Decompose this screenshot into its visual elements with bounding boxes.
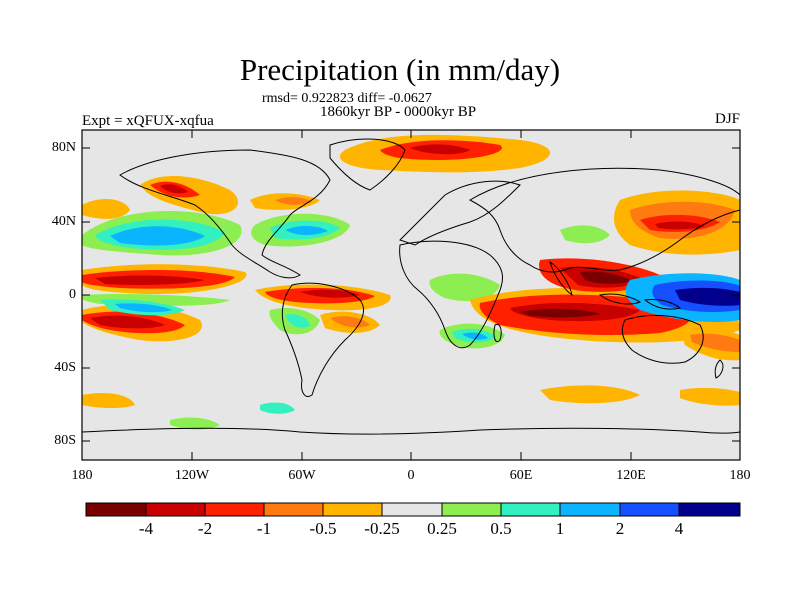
colorbar-swatch-1	[86, 503, 146, 516]
lat-label-40n: 40N	[51, 214, 76, 229]
colorbar-swatch-4	[264, 503, 323, 516]
lon-label-120e: 120E	[616, 468, 646, 483]
lon-label-180w: 180	[71, 468, 93, 483]
plot-title: Precipitation (in mm/day)	[239, 52, 561, 87]
colorbar-swatch-7	[442, 503, 501, 516]
colorbar-label: -0.5	[309, 519, 337, 538]
axis-ticks	[81, 130, 741, 460]
lat-label-eq: 0	[69, 287, 76, 302]
lon-label-60e: 60E	[509, 468, 533, 483]
lon-label-120w: 120W	[174, 468, 210, 483]
season-label: DJF	[714, 111, 740, 127]
experiment-label: Expt = xQFUX-xqfua	[82, 113, 214, 129]
lat-label-80s: 80S	[54, 433, 76, 448]
colorbar-swatch-5	[323, 503, 382, 516]
lon-label-60w: 60W	[288, 468, 316, 483]
colorbar-label: 2	[615, 519, 625, 538]
colorbar-label: -2	[197, 519, 213, 538]
colorbar-label: -4	[138, 519, 154, 538]
coastlines	[82, 138, 740, 460]
colorbar-swatch-3	[205, 503, 264, 516]
lon-label-180e: 180	[729, 468, 751, 483]
lat-label-40s: 40S	[54, 360, 76, 375]
period-text: 1860kyr BP - 0000kyr BP	[320, 104, 477, 120]
lon-label-0: 0	[407, 468, 415, 483]
lat-label-80n: 80N	[51, 140, 76, 155]
colorbar-label: 4	[674, 519, 684, 538]
colorbar-label: -0.25	[364, 519, 400, 538]
rmsd-diff-text: rmsd= 0.922823 diff= -0.0627	[262, 91, 432, 106]
colorbar-label: -1	[256, 519, 272, 538]
colorbar-label: 0.5	[490, 519, 512, 538]
colorbar-label: 0.25	[427, 519, 457, 538]
colorbar-swatch-2	[146, 503, 205, 516]
colorbar-swatch-9	[560, 503, 620, 516]
colorbar-swatch-8	[501, 503, 560, 516]
colorbar-swatch-11	[679, 503, 740, 516]
colorbar-swatch-6	[382, 503, 442, 516]
colorbar-label: 1	[555, 519, 565, 538]
colorbar-swatch-10	[620, 503, 679, 516]
colorbar	[85, 502, 741, 517]
